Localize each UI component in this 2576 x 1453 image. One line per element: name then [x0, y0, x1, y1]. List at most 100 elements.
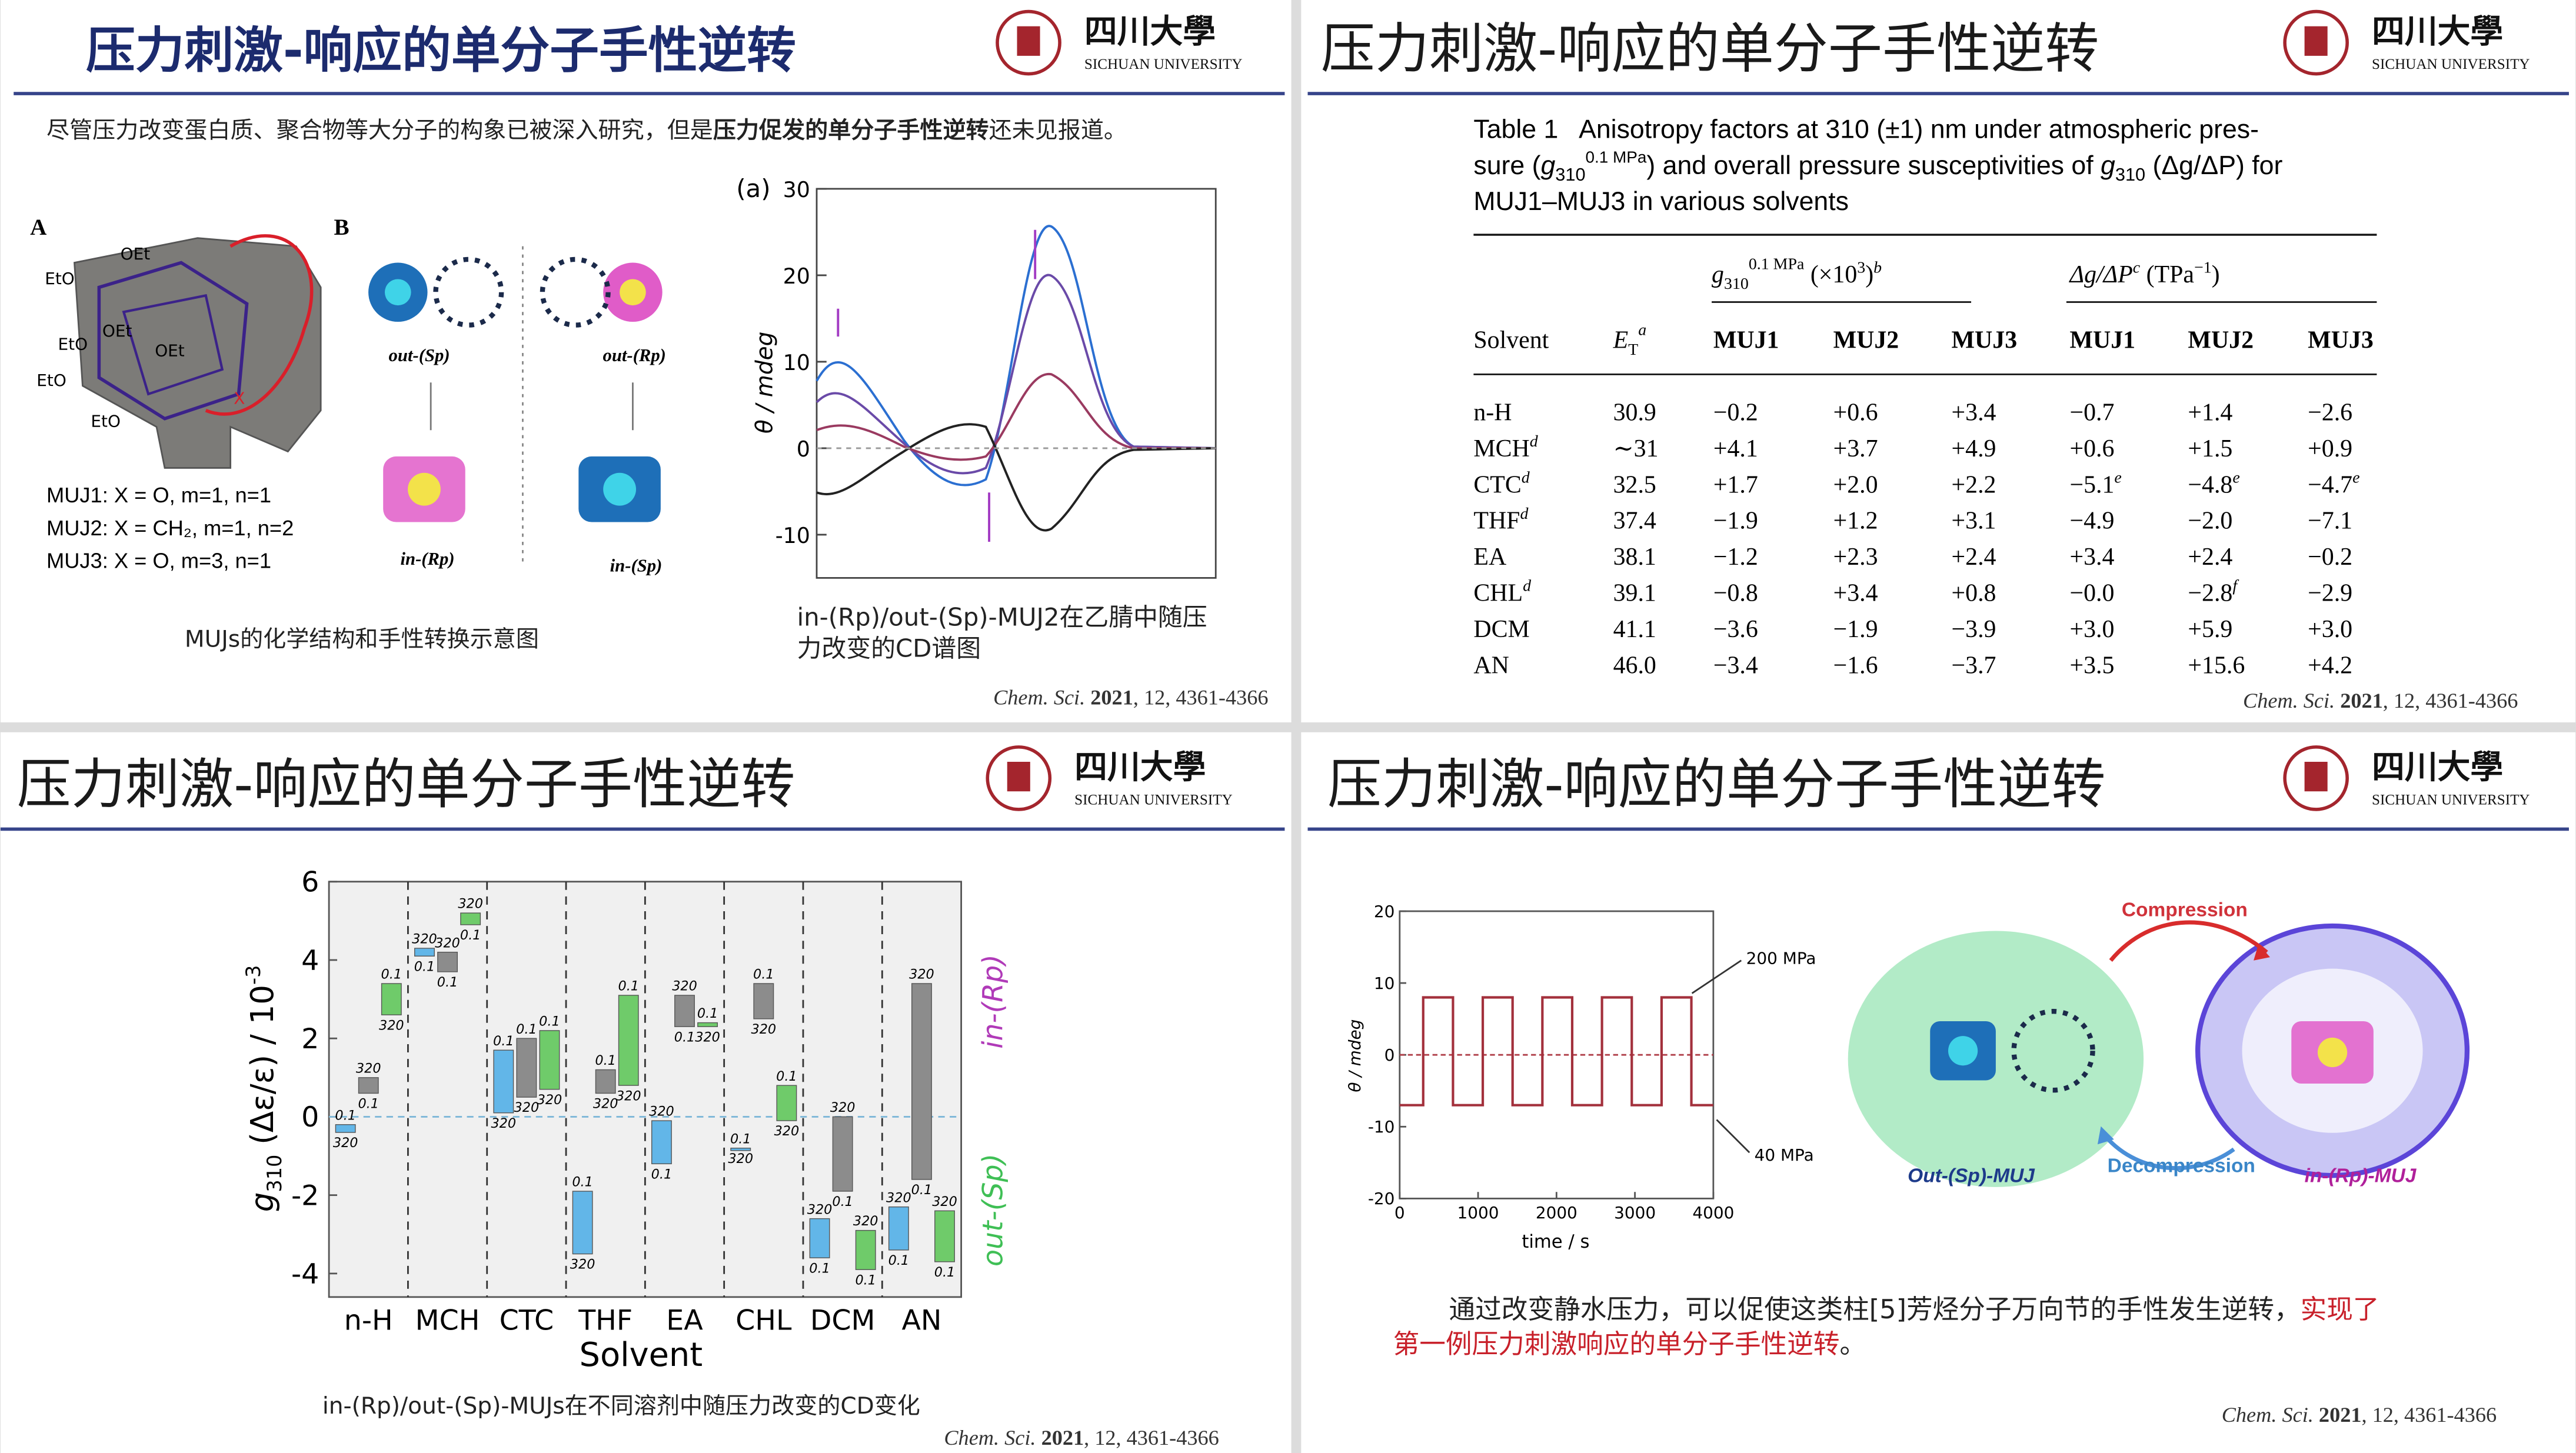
table-cell: −2.8f	[2188, 577, 2239, 607]
citation: Chem. Sci. 2021, 12, 4361-4366	[2243, 689, 2518, 712]
y-tick-label: -10	[776, 523, 810, 548]
bar	[753, 983, 774, 1019]
intro: 尽管压力改变蛋白质、聚合物等大分子的构象已被深入研究，但是压力促发的单分子手性逆…	[46, 117, 1127, 144]
bar	[539, 1030, 560, 1090]
arrow	[2109, 920, 2268, 962]
logo-emblem	[986, 745, 1052, 811]
table-cell: +2.3	[1833, 544, 1878, 571]
logo: 四川大學 SICHUAN UNIVERSITY	[996, 9, 1243, 76]
y-axis-label: g310 (Δε/ε) / 10-3	[242, 965, 286, 1212]
process-label: Compression	[2122, 899, 2248, 921]
cell-sup: f	[2232, 577, 2239, 595]
logo: 四川大學 SICHUAN UNIVERSITY	[986, 745, 1233, 811]
table-caption: MUJ1–MUJ3 in various solvents	[1473, 187, 1849, 216]
bar-label: 0.1	[911, 1182, 932, 1198]
group-label: X	[234, 389, 245, 408]
bar	[674, 995, 695, 1027]
bar-label: 0.1	[381, 967, 402, 982]
table-cell: −4.9	[2069, 508, 2114, 535]
bar-label: 320	[333, 1135, 358, 1151]
bar-label: 320	[379, 1018, 404, 1033]
molecule-loop	[540, 256, 611, 328]
bar-label: 0.1	[697, 1006, 718, 1021]
bar-label: 0.1	[618, 979, 639, 994]
bar	[809, 1218, 830, 1258]
bar-label: 0.1	[674, 1029, 695, 1045]
bar-label: 0.1	[572, 1175, 593, 1190]
table-cell: ∼31	[1613, 435, 1659, 462]
header-part: Δg/ΔP	[2068, 261, 2132, 288]
bar-label: 0.1	[335, 1108, 355, 1123]
table-cell: −3.9	[1952, 616, 1996, 643]
table-cell: −3.7	[1952, 652, 1996, 679]
y-tick-label: 20	[1374, 902, 1395, 921]
paragraph-text: 。	[1840, 1329, 1866, 1359]
molecule	[620, 279, 646, 306]
journal: Chem. Sci.	[2222, 1403, 2314, 1427]
table-cell: +0.8	[1952, 579, 1996, 606]
table-cell: +3.1	[1952, 508, 1996, 535]
molecule	[603, 472, 636, 506]
bar-label: 0.1	[934, 1265, 955, 1280]
year: 2021	[2319, 1403, 2362, 1427]
table-cell: +1.5	[2188, 435, 2232, 462]
x-tick-label: AN	[901, 1305, 941, 1337]
table-cell: −2.9	[2308, 579, 2352, 606]
molecule-loop	[2011, 1009, 2095, 1093]
table-cell: +2.4	[1952, 544, 1996, 571]
bar	[618, 995, 639, 1086]
table-cell: +0.6	[1833, 399, 1878, 426]
group-label: OEt	[102, 321, 132, 341]
table-cell: +3.0	[2308, 616, 2352, 643]
bar-label: 320	[356, 1061, 381, 1076]
ylabel-part: (Δε/ε) / 10	[244, 985, 281, 1155]
bar-label: 320	[458, 897, 483, 912]
header-sup: c	[2133, 258, 2141, 276]
group-label: OEt	[155, 341, 185, 361]
y-tick-label: 6	[301, 866, 319, 898]
bar	[414, 948, 435, 957]
cd-curve	[816, 274, 1216, 475]
side-label: out-(Sp)	[977, 1154, 1009, 1267]
cell-text: MCH	[1473, 435, 1529, 462]
logo-emblem	[2283, 9, 2349, 76]
intro-bold: 压力促发的单分子手性逆转	[713, 117, 989, 144]
compression-scheme	[1848, 920, 2470, 1187]
bar	[832, 1116, 853, 1192]
bar-label: 0.1	[809, 1261, 830, 1276]
group-header: Δg/ΔPc (TPa−1)	[2068, 258, 2219, 288]
bar-label: 320	[672, 979, 697, 994]
table-cell: +0.6	[2069, 435, 2114, 462]
x-axis-label: time / s	[1522, 1232, 1589, 1252]
x-axis-label: Solvent	[580, 1336, 703, 1374]
table-cell: MCHd	[1473, 432, 1538, 462]
table-cell: 37.4	[1613, 508, 1656, 535]
cell-sup: e	[2232, 469, 2239, 487]
x-tick-label: DCM	[810, 1305, 876, 1337]
bar	[730, 1148, 751, 1151]
bar	[776, 1085, 797, 1121]
molecule	[408, 472, 441, 506]
table-cell: −3.6	[1713, 616, 1758, 643]
group-label: EtO	[45, 269, 75, 288]
panel-label: A	[30, 215, 46, 240]
cell-text: −2.8	[2188, 579, 2232, 606]
table-cell: −1.9	[1833, 616, 1878, 643]
logo-emblem	[1007, 762, 1030, 792]
cell-text: −4.7	[2308, 471, 2352, 498]
table-cell: −0.2	[1713, 399, 1758, 426]
header-part: g	[1712, 261, 1724, 288]
bar-label: 320	[593, 1097, 618, 1112]
bar	[595, 1069, 616, 1094]
structure-b	[368, 246, 663, 566]
y-tick-label: 10	[783, 350, 810, 375]
muj-line: MUJ1: X = O, m=1, n=1	[46, 483, 271, 507]
slide-title: 压力刺激-响应的单分子手性逆转	[86, 21, 796, 79]
side-label: in-(Rp)	[977, 954, 1009, 1048]
ylabel-part: g	[244, 1192, 281, 1212]
logo-en: SICHUAN UNIVERSITY	[1084, 56, 1243, 72]
bar	[381, 983, 402, 1015]
header-part: )	[2212, 261, 2220, 288]
journal: Chem. Sci.	[2243, 689, 2335, 712]
